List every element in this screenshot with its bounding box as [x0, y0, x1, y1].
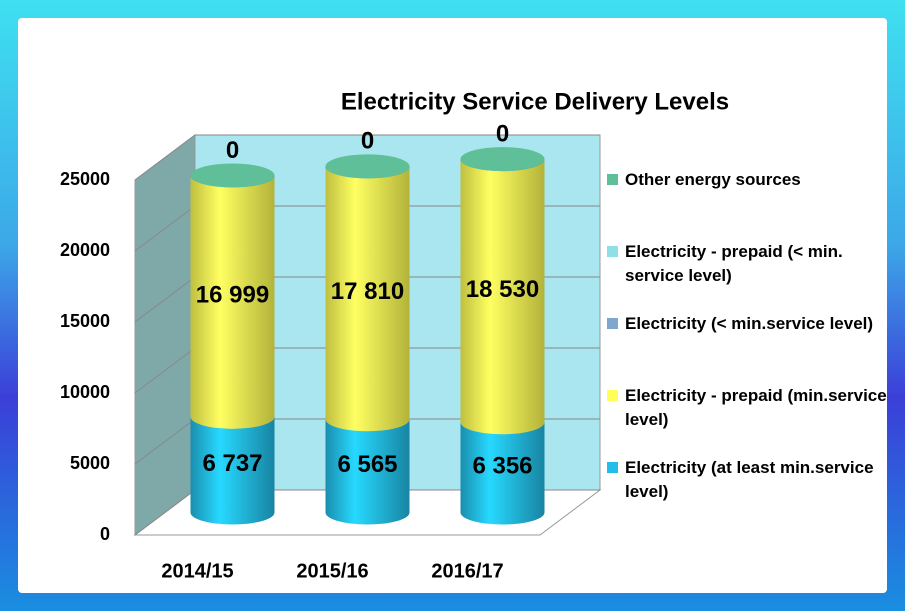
data-label: 16 999	[196, 281, 269, 308]
chart-title: Electricity Service Delivery Levels	[341, 88, 729, 115]
x-tick-label: 2014/15	[161, 560, 233, 582]
cylinder-segment	[460, 422, 545, 525]
grid-line-side	[134, 205, 196, 252]
y-tick-label: 25000	[60, 169, 110, 189]
grid-line-side	[134, 347, 196, 394]
grid-line-side	[134, 418, 196, 465]
data-label: 6 737	[202, 450, 262, 477]
legend-label: Other energy sources	[625, 170, 801, 189]
grid-line-side	[134, 489, 196, 536]
data-label: 6 565	[337, 451, 397, 478]
legend-label: Electricity - prepaid (< min. service le…	[625, 242, 843, 285]
y-tick-label: 15000	[60, 311, 110, 331]
cylinder-segment	[190, 416, 275, 525]
legend-label: Electricity (at least min.service level)	[625, 458, 874, 501]
legend-swatch	[607, 174, 618, 185]
cylinder-segment	[460, 159, 545, 435]
legend-entry: Electricity (at least min.service level)	[607, 456, 890, 504]
legend-swatch	[607, 246, 618, 257]
cylinder-top	[190, 163, 275, 188]
data-label: 17 810	[331, 278, 404, 305]
legend-swatch	[607, 318, 618, 329]
legend-swatch	[607, 462, 618, 473]
legend-entry: Electricity - prepaid (< min. service le…	[607, 240, 890, 288]
x-tick-label: 2015/16	[296, 560, 368, 582]
grid-line-side	[134, 134, 196, 181]
cylinder-top	[460, 147, 545, 172]
y-tick-label: 10000	[60, 382, 110, 402]
y-tick-label: 0	[100, 524, 110, 544]
legend-entry: Other energy sources	[607, 168, 890, 192]
cylinder-segment	[325, 419, 410, 525]
side-wall	[134, 134, 196, 536]
cylinder-top	[325, 154, 410, 179]
legend-entry: Electricity (< min.service level)	[607, 312, 890, 336]
grid-line-side	[134, 276, 196, 323]
legend-label: Electricity - prepaid (min.service level…	[625, 386, 887, 429]
legend-entry: Electricity - prepaid (min.service level…	[607, 384, 890, 432]
data-label: 0	[226, 137, 239, 164]
cylinder-segment	[325, 166, 410, 432]
data-label: 0	[496, 120, 509, 147]
x-tick-label: 2016/17	[431, 560, 503, 582]
cylinder-segment	[190, 175, 275, 429]
y-tick-label: 20000	[60, 240, 110, 260]
data-label: 18 530	[466, 276, 539, 303]
y-tick-label: 5000	[70, 453, 110, 473]
legend-swatch	[607, 390, 618, 401]
legend-label: Electricity (< min.service level)	[625, 314, 874, 333]
data-label: 0	[361, 128, 374, 155]
data-label: 6 356	[472, 453, 532, 480]
